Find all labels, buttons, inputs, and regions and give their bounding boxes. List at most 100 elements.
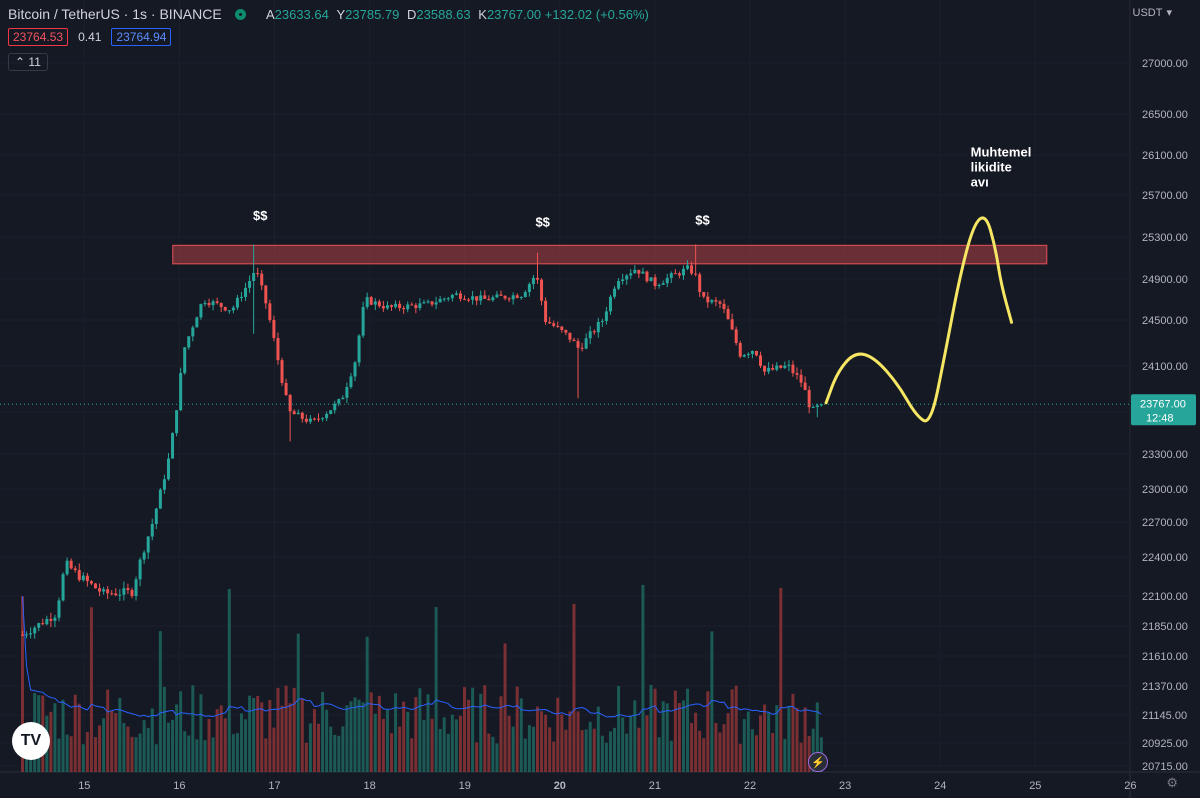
volume-bar <box>418 688 422 772</box>
change-value: +132.02 (+0.56%) <box>544 7 649 22</box>
candle-body <box>690 265 694 274</box>
price-tick-label: 24100.00 <box>1142 361 1188 373</box>
volume-bar <box>613 727 617 772</box>
volume-bar <box>260 702 264 772</box>
candle-body <box>446 298 450 300</box>
volume-bar <box>726 713 730 772</box>
candle-body <box>215 301 219 303</box>
volume-bar <box>661 701 665 772</box>
candle-body <box>730 319 734 330</box>
volume-bar <box>673 690 677 772</box>
volume-bar <box>280 705 284 772</box>
volume-bar <box>252 697 256 772</box>
candle-body <box>560 326 564 330</box>
candle-body <box>369 297 373 305</box>
volume-bar <box>617 685 621 772</box>
volume-bar <box>110 710 114 772</box>
volume-bar <box>734 685 738 772</box>
volume-bar <box>487 733 491 772</box>
currency-selector[interactable]: USDT ▾ <box>1133 6 1172 19</box>
candle-body <box>767 367 771 372</box>
volume-bar <box>345 705 349 772</box>
candle-body <box>637 269 641 274</box>
trade-panel: 23764.53 0.41 23764.94 <box>8 28 172 46</box>
candle-body <box>304 418 308 422</box>
candle-body <box>292 411 296 415</box>
volume-bar <box>118 697 122 772</box>
volume-bar <box>746 711 750 772</box>
volume-sma-line <box>22 596 822 718</box>
volume-bar <box>365 636 369 772</box>
volume-bar <box>300 698 304 772</box>
high-value: 23785.79 <box>345 7 400 22</box>
volume-bar <box>430 718 434 772</box>
volume-bar <box>231 734 235 772</box>
candle-body <box>41 623 45 625</box>
volume-bar <box>629 715 633 772</box>
volume-bar <box>361 702 365 772</box>
volume-bar <box>122 723 126 772</box>
gear-icon[interactable]: ⚙ <box>1166 775 1178 790</box>
volume-bar <box>102 718 106 772</box>
volume-bar <box>763 704 767 772</box>
time-tick-label: 26 <box>1124 780 1136 792</box>
candle-body <box>361 307 365 336</box>
volume-bar <box>548 727 552 772</box>
candle-body <box>329 410 333 414</box>
volume-bar <box>479 693 483 772</box>
time-tick-label: 16 <box>173 780 185 792</box>
candle-body <box>49 618 53 621</box>
candle-body <box>458 293 462 299</box>
volume-bar <box>89 607 93 772</box>
candle-body <box>588 331 592 339</box>
spread-value: 0.41 <box>78 30 102 44</box>
volume-bar <box>426 694 430 772</box>
volume-bar <box>779 587 783 772</box>
sell-button[interactable]: 23764.53 <box>8 28 69 46</box>
candle-body <box>414 305 418 309</box>
volume-bar <box>211 737 215 772</box>
volume-bar <box>353 697 357 772</box>
volume-bar <box>511 726 515 772</box>
volume-bar <box>106 689 110 772</box>
volume-bar <box>357 699 361 772</box>
candle-body <box>787 364 791 366</box>
symbol-title[interactable]: Bitcoin / TetherUS · 1s · BINANCE <box>8 6 222 22</box>
candle-body <box>81 575 85 581</box>
candle-body <box>179 373 183 411</box>
candle-body <box>515 295 519 298</box>
high-label: Y <box>336 7 346 22</box>
volume-bar <box>714 723 718 772</box>
chart-annotation: $$ <box>695 212 710 227</box>
volume-bar <box>171 719 175 772</box>
candle-body <box>746 354 750 356</box>
volume-bar <box>61 699 65 772</box>
candle-body <box>381 306 385 309</box>
lightning-icon[interactable]: ⚡ <box>808 752 828 772</box>
volume-bar <box>158 631 162 772</box>
volume-bar <box>706 691 710 772</box>
price-tick-label: 21370.00 <box>1142 681 1188 693</box>
candle-body <box>540 279 544 301</box>
volume-bar <box>166 722 170 772</box>
volume-bar <box>244 719 248 772</box>
volume-bar <box>795 707 799 772</box>
candle-body <box>89 581 93 584</box>
volume-bar <box>702 738 706 772</box>
indicators-toggle[interactable]: ⌃ 11 <box>8 53 48 71</box>
volume-bar <box>515 686 519 772</box>
candle-body <box>264 285 268 304</box>
volume-bar <box>146 727 150 772</box>
volume-bar <box>807 736 811 772</box>
volume-bar <box>187 735 191 772</box>
chart-annotation: avı <box>971 175 989 190</box>
candle-body <box>223 306 227 311</box>
buy-button[interactable]: 23764.94 <box>111 28 172 46</box>
price-tick-label: 22700.00 <box>1142 517 1188 529</box>
candle-body <box>146 536 150 553</box>
candle-body <box>102 589 106 592</box>
candle-body <box>154 508 158 524</box>
candle-body <box>138 559 142 580</box>
volume-bar <box>406 711 410 772</box>
